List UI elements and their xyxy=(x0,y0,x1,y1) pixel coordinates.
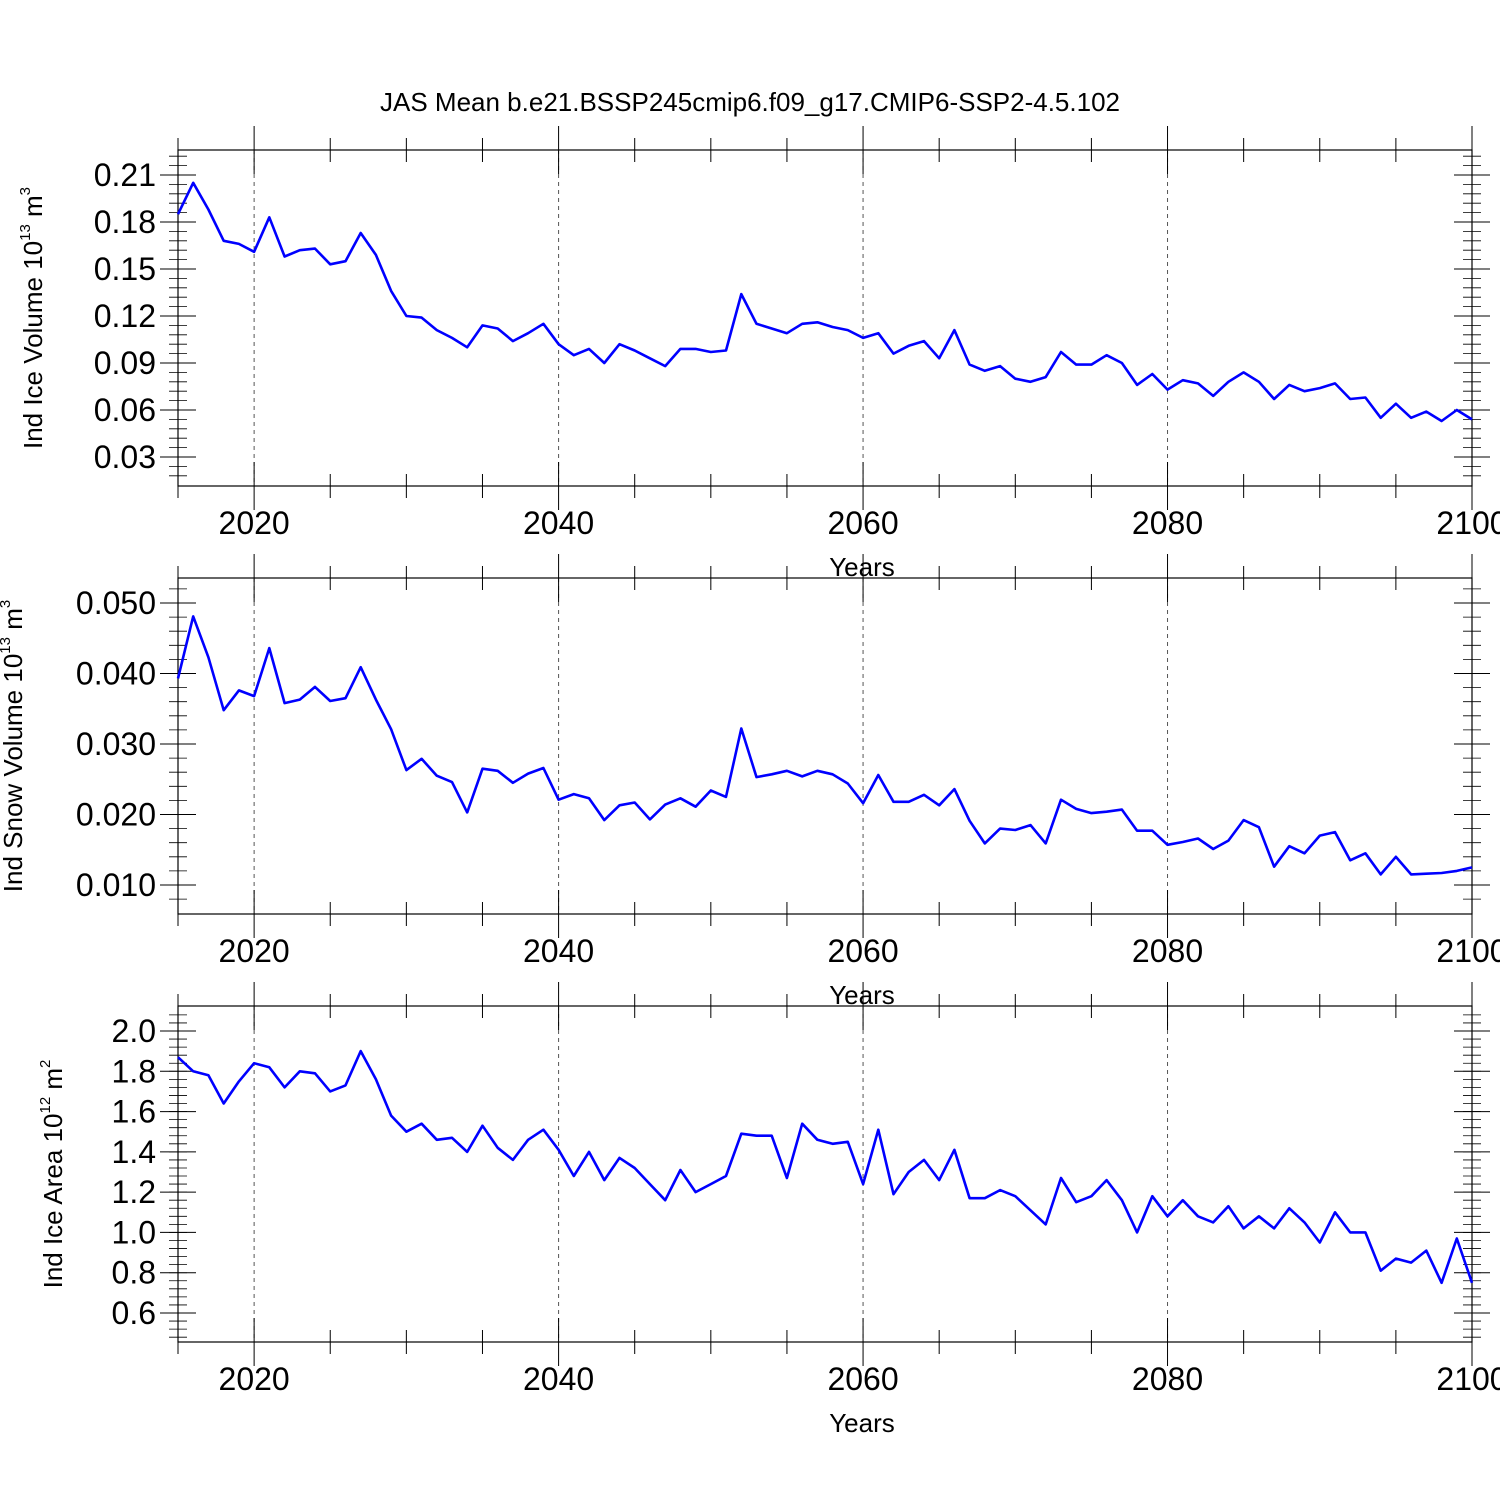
y-tick-label: 0.18 xyxy=(94,204,156,240)
y-tick-label: 0.8 xyxy=(112,1255,156,1291)
y-axis-label-exp: 12 xyxy=(37,1097,54,1114)
y-tick-label: 0.050 xyxy=(76,585,156,621)
y-axis-label-unit: m xyxy=(18,195,48,224)
y-tick-label: 0.21 xyxy=(94,157,156,193)
x-tick-label: 2100 xyxy=(1436,505,1500,541)
y-tick-label: 1.0 xyxy=(112,1214,156,1250)
figure-title: JAS Mean b.e21.BSSP245cmip6.f09_g17.CMIP… xyxy=(380,87,1120,117)
x-tick-label: 2100 xyxy=(1436,933,1500,969)
series-line xyxy=(176,615,1473,876)
x-tick-label: 2060 xyxy=(827,505,898,541)
x-axis-label: Years xyxy=(829,552,895,582)
y-tick-label: 1.8 xyxy=(112,1053,156,1089)
y-tick-label: 0.06 xyxy=(94,392,156,428)
y-axis-label-exp: 13 xyxy=(0,637,14,654)
x-tick-label: 2020 xyxy=(219,933,290,969)
x-tick-label: 2080 xyxy=(1132,1361,1203,1397)
y-axis-label-unit-exp: 3 xyxy=(17,187,34,195)
y-tick-label: 2.0 xyxy=(112,1013,156,1049)
series-line xyxy=(176,181,1473,423)
y-axis-label-unit: m xyxy=(38,1068,68,1097)
y-axis-label: Ind Ice Volume 1013 m3 xyxy=(17,187,48,449)
y-tick-label: 0.09 xyxy=(94,345,156,381)
x-tick-label: 2080 xyxy=(1132,505,1203,541)
chart-panel-1: 2020 2040 2060 2080 2100 0.03 0.06 0.09 0.12 0.15… xyxy=(17,126,1500,582)
x-tick-label: 2060 xyxy=(827,1361,898,1397)
chart-panel-3: 2020 2040 2060 2080 2100 0.6 0.8 1.0 1.2 1.4 1.6 1.… xyxy=(37,982,1500,1438)
y-axis-label-unit: m xyxy=(0,608,28,637)
y-axis-label-text: Ind Ice Area 10 xyxy=(38,1114,68,1289)
series-line xyxy=(177,1049,1474,1285)
y-tick-label: 0.040 xyxy=(76,656,156,692)
y-tick-label: 1.4 xyxy=(112,1134,156,1170)
y-tick-label: 0.15 xyxy=(94,251,156,287)
x-tick-label: 2020 xyxy=(219,1361,290,1397)
x-tick-label: 2080 xyxy=(1132,933,1203,969)
y-tick-label: 0.030 xyxy=(76,726,156,762)
x-axis-label: Years xyxy=(829,1408,895,1438)
y-tick-label: 0.020 xyxy=(76,797,156,833)
chart-panel-2: 2020 2040 2060 2080 2100 0.010 0.020 0.030 0.040… xyxy=(0,554,1500,1010)
panels: 2020 2040 2060 2080 2100 0.03 0.06 0.09 0.12 0.15… xyxy=(0,126,1500,1438)
x-tick-label: 2040 xyxy=(523,933,594,969)
x-tick-label: 2040 xyxy=(523,1361,594,1397)
y-axis-label: Ind Ice Area 1012 m2 xyxy=(37,1060,68,1289)
x-tick-label: 2060 xyxy=(827,933,898,969)
x-axis-label: Years xyxy=(829,980,895,1010)
x-tick-label: 2020 xyxy=(219,505,290,541)
y-tick-label: 0.010 xyxy=(76,867,156,903)
y-tick-label: 0.12 xyxy=(94,298,156,334)
plot-frame xyxy=(177,1005,1473,1343)
x-tick-label: 2100 xyxy=(1436,1361,1500,1397)
y-axis-label-exp: 13 xyxy=(17,224,34,241)
y-tick-label: 1.2 xyxy=(112,1174,156,1210)
y-axis-label-text: Ind Ice Volume 10 xyxy=(18,241,48,449)
y-tick-label: 1.6 xyxy=(112,1094,156,1130)
y-axis-label-unit-exp: 2 xyxy=(37,1060,54,1068)
y-axis-label-unit-exp: 3 xyxy=(0,600,14,608)
y-tick-label: 0.6 xyxy=(112,1295,156,1331)
plot-frame xyxy=(177,577,1473,915)
y-axis-label: Ind Snow Volume 1013 m3 xyxy=(0,600,28,892)
x-tick-label: 2040 xyxy=(523,505,594,541)
plot-frame xyxy=(177,149,1473,487)
y-axis-label-text: Ind Snow Volume 10 xyxy=(0,654,28,893)
y-tick-label: 0.03 xyxy=(94,439,156,475)
